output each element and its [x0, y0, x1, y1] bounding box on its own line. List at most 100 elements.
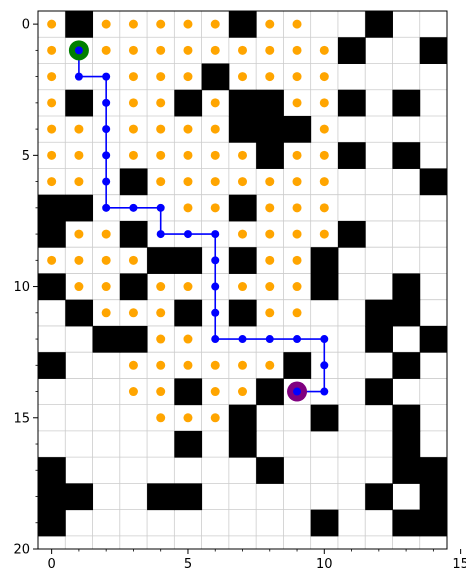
obstacle-cell [229, 405, 257, 432]
visited-marker [211, 20, 220, 29]
path-point [75, 73, 83, 81]
obstacle-cell [147, 247, 175, 274]
obstacle-cell [120, 221, 148, 248]
visited-marker [211, 413, 220, 422]
visited-marker [102, 256, 111, 265]
path-point [102, 204, 110, 212]
visited-marker [265, 230, 274, 239]
path-point [293, 335, 301, 343]
obstacle-cell [202, 63, 230, 90]
obstacle-cell [256, 116, 284, 143]
start-path-point [75, 46, 83, 54]
obstacle-cell [93, 326, 121, 353]
obstacle-cell [420, 37, 448, 64]
obstacle-cell [365, 300, 393, 327]
visited-marker [320, 230, 329, 239]
visited-marker [183, 335, 192, 344]
path-point [157, 230, 165, 238]
visited-marker [238, 361, 247, 370]
visited-marker [183, 46, 192, 55]
visited-marker [293, 203, 302, 212]
path-point [102, 125, 110, 133]
visited-marker [156, 308, 165, 317]
visited-marker [293, 308, 302, 317]
obstacle-cell [392, 300, 420, 327]
visited-marker [265, 46, 274, 55]
obstacle-cell [229, 90, 257, 117]
obstacle-cell [229, 300, 257, 327]
visited-marker [211, 98, 220, 107]
path-point [184, 230, 192, 238]
visited-marker [238, 46, 247, 55]
y-tick-label: 5 [22, 149, 30, 164]
visited-marker [102, 20, 111, 29]
visited-marker [183, 151, 192, 160]
obstacle-cell [420, 168, 448, 195]
visited-marker [320, 72, 329, 81]
obstacle-cell [120, 273, 148, 300]
visited-marker [320, 98, 329, 107]
obstacle-cell [120, 326, 148, 353]
visited-marker [183, 361, 192, 370]
y-tick-label: 10 [13, 280, 30, 295]
obstacle-cell [392, 457, 420, 484]
visited-marker [156, 413, 165, 422]
visited-marker [156, 98, 165, 107]
visited-marker [211, 46, 220, 55]
obstacle-cell [38, 195, 66, 222]
obstacle-cell [338, 37, 366, 64]
visited-marker [183, 413, 192, 422]
visited-marker [156, 125, 165, 134]
path-point [320, 335, 328, 343]
visited-marker [129, 98, 138, 107]
obstacle-cell [311, 247, 339, 274]
visited-marker [74, 151, 83, 160]
obstacle-cell [420, 483, 448, 510]
visited-marker [129, 256, 138, 265]
obstacle-cell [311, 405, 339, 432]
obstacle-cell [65, 195, 93, 222]
obstacle-cell [420, 457, 448, 484]
obstacle-cell [174, 378, 202, 405]
visited-marker [183, 282, 192, 291]
visited-marker [129, 46, 138, 55]
x-tick-label: 10 [316, 557, 333, 572]
visited-marker [320, 46, 329, 55]
visited-marker [293, 177, 302, 186]
path-point [211, 335, 219, 343]
path-point [129, 204, 137, 212]
visited-marker [102, 282, 111, 291]
visited-marker [293, 256, 302, 265]
visited-marker [129, 387, 138, 396]
obstacle-cell [229, 116, 257, 143]
obstacle-cell [392, 142, 420, 169]
obstacle-cell [174, 431, 202, 458]
visited-marker [156, 387, 165, 396]
obstacle-cell [392, 273, 420, 300]
obstacle-cell [120, 168, 148, 195]
visited-marker [265, 256, 274, 265]
visited-marker [265, 177, 274, 186]
visited-marker [74, 177, 83, 186]
visited-marker [156, 335, 165, 344]
obstacle-cell [365, 483, 393, 510]
visited-marker [183, 125, 192, 134]
visited-marker [129, 308, 138, 317]
path-point [102, 73, 110, 81]
visited-marker [211, 125, 220, 134]
path-point [211, 230, 219, 238]
y-tick-label: 20 [13, 543, 30, 558]
visited-marker [183, 177, 192, 186]
visited-marker [156, 151, 165, 160]
obstacle-cell [65, 483, 93, 510]
visited-marker [293, 46, 302, 55]
visited-marker [47, 256, 56, 265]
visited-marker [183, 203, 192, 212]
obstacle-cell [229, 247, 257, 274]
visited-marker [183, 20, 192, 29]
visited-marker [265, 308, 274, 317]
obstacle-cell [338, 221, 366, 248]
visited-marker [320, 151, 329, 160]
obstacle-cell [392, 352, 420, 379]
